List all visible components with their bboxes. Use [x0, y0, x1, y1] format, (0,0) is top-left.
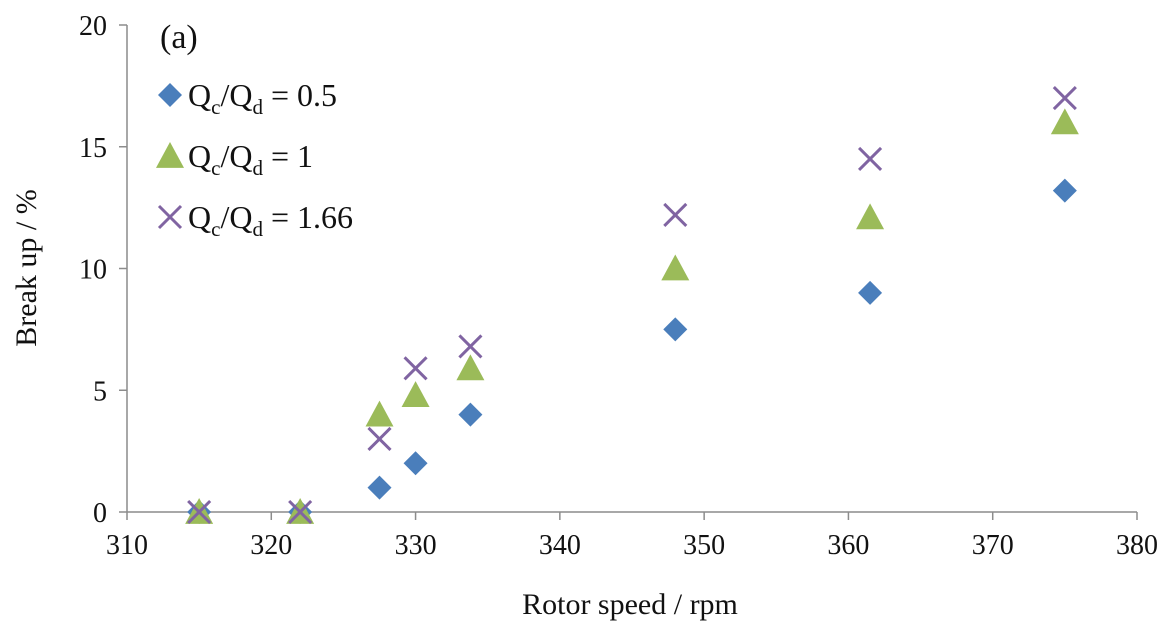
- x-tick-label: 340: [539, 530, 581, 561]
- data-point-triangle: [856, 203, 885, 230]
- legend-text-part: = 0.5: [263, 77, 337, 113]
- tick-labels: 0 5 10 15 20 310 320 330 340 350 360 370 380: [79, 11, 1158, 561]
- legend: Qc/Qd = 0.5Qc/Qd = 1Qc/Qd = 1.66: [156, 77, 353, 241]
- data-point-diamond: [367, 475, 392, 500]
- legend-subscript: c: [211, 156, 220, 180]
- x-marker-stroke: [367, 426, 392, 452]
- legend-text-part: Q: [188, 77, 211, 113]
- legend-label: Qc/Qd = 0.5: [188, 77, 337, 119]
- data-point-triangle: [456, 354, 485, 381]
- data-point-x: [288, 499, 313, 525]
- x-axis-title: Rotor speed / rpm: [522, 588, 738, 621]
- x-tick-label: 360: [827, 530, 869, 561]
- data-point-x: [403, 356, 428, 381]
- x-marker-stroke: [858, 146, 883, 171]
- data-point-triangle: [365, 400, 394, 427]
- data-point-x: [858, 146, 883, 171]
- x-tick-label: 370: [972, 530, 1014, 561]
- legend-label: Qc/Qd = 1: [188, 138, 313, 180]
- x-tick-label: 320: [250, 530, 292, 561]
- x-marker-stroke: [403, 356, 428, 381]
- legend-entry-2: Qc/Qd = 1: [156, 138, 313, 180]
- data-point-diamond: [858, 280, 883, 305]
- data-point-x: [367, 426, 392, 452]
- legend-text-part: Q: [229, 138, 252, 174]
- y-tick-label: 0: [93, 498, 107, 529]
- legend-text-part: = 1.66: [263, 199, 353, 235]
- data-point-diamond: [663, 317, 688, 342]
- x-tick-label: 350: [683, 530, 725, 561]
- y-tick-label: 5: [93, 376, 107, 407]
- y-tick-label: 20: [79, 11, 107, 42]
- x-tick-label: 330: [395, 530, 437, 561]
- series-3: [187, 85, 1077, 525]
- legend-text-part: Q: [188, 199, 211, 235]
- legend-text-part: = 1: [263, 138, 313, 174]
- legend-text-part: /: [220, 77, 229, 113]
- y-axis-title: Break up / %: [10, 189, 43, 346]
- x-marker-stroke: [663, 202, 688, 227]
- legend-marker-diamond: [158, 83, 182, 107]
- panel-label: (a): [160, 19, 198, 56]
- x-marker-stroke: [187, 499, 212, 525]
- legend-label: Qc/Qd = 1.66: [188, 199, 353, 241]
- series-2: [185, 108, 1079, 524]
- y-tick-label: 10: [79, 255, 107, 286]
- data-point-diamond: [1052, 178, 1077, 203]
- data-point-diamond: [458, 402, 483, 427]
- data-point-triangle: [1050, 108, 1079, 135]
- data-point-triangle: [661, 254, 690, 281]
- x-marker-stroke: [458, 334, 483, 359]
- data-point-x: [1052, 85, 1077, 111]
- legend-marker-triangle: [156, 142, 184, 168]
- legend-subscript: d: [252, 217, 263, 241]
- x-marker-stroke: [288, 499, 313, 525]
- data-point-x: [458, 334, 483, 359]
- data-marks: [185, 85, 1079, 525]
- x-marker-stroke: [157, 204, 183, 230]
- legend-text-part: /: [220, 199, 229, 235]
- legend-entry-1: Qc/Qd = 0.5: [158, 77, 337, 119]
- data-point-diamond: [403, 451, 428, 476]
- data-point-x: [187, 499, 212, 525]
- legend-entry-3: Qc/Qd = 1.66: [157, 199, 353, 241]
- legend-subscript: d: [252, 156, 263, 180]
- legend-text-part: Q: [229, 199, 252, 235]
- x-marker-stroke: [1052, 85, 1077, 111]
- data-point-x: [663, 202, 688, 227]
- data-point-triangle: [401, 381, 430, 408]
- y-tick-label: 15: [79, 133, 107, 164]
- legend-subscript: c: [211, 217, 220, 241]
- legend-text-part: Q: [188, 138, 211, 174]
- x-tick-label: 310: [106, 530, 148, 561]
- x-tick-label: 380: [1116, 530, 1158, 561]
- legend-text-part: Q: [229, 77, 252, 113]
- legend-marker-x: [157, 204, 183, 230]
- legend-subscript: c: [211, 95, 220, 119]
- legend-text-part: /: [220, 138, 229, 174]
- legend-subscript: d: [252, 95, 263, 119]
